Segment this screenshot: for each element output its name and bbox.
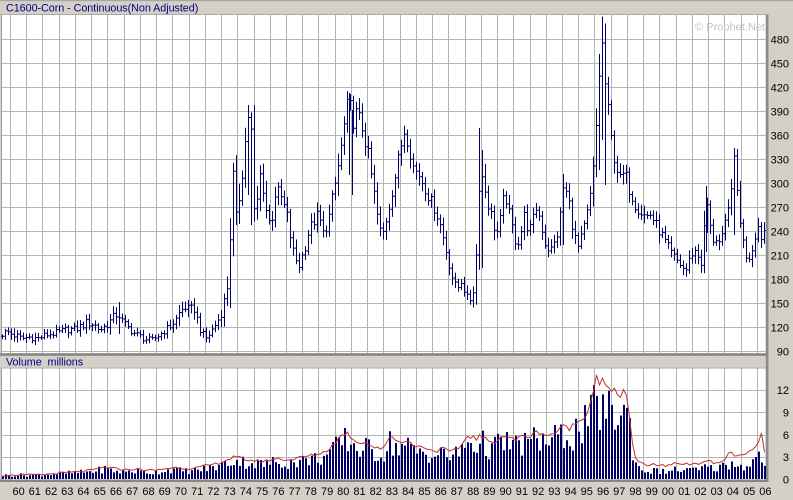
- svg-text:97: 97: [613, 486, 625, 498]
- svg-text:84: 84: [402, 486, 414, 498]
- svg-text:96: 96: [597, 486, 609, 498]
- svg-text:00: 00: [662, 486, 674, 498]
- svg-text:9: 9: [783, 407, 789, 419]
- svg-text:68: 68: [142, 486, 154, 498]
- svg-text:330: 330: [771, 155, 789, 167]
- svg-text:12: 12: [777, 385, 789, 397]
- svg-text:69: 69: [159, 486, 171, 498]
- svg-text:82: 82: [370, 486, 382, 498]
- svg-text:90: 90: [777, 347, 789, 359]
- svg-text:6: 6: [783, 430, 789, 442]
- svg-text:61: 61: [29, 486, 41, 498]
- svg-text:67: 67: [126, 486, 138, 498]
- svg-text:420: 420: [771, 83, 789, 95]
- svg-text:02: 02: [694, 486, 706, 498]
- svg-text:78: 78: [305, 486, 317, 498]
- svg-text:300: 300: [771, 179, 789, 191]
- svg-text:390: 390: [771, 107, 789, 119]
- svg-text:01: 01: [678, 486, 690, 498]
- svg-text:94: 94: [564, 486, 576, 498]
- svg-text:75: 75: [256, 486, 268, 498]
- svg-text:62: 62: [45, 486, 57, 498]
- svg-text:© Prophet.Net: © Prophet.Net: [695, 22, 765, 34]
- svg-text:0: 0: [783, 475, 789, 487]
- svg-text:05: 05: [743, 486, 755, 498]
- svg-text:71: 71: [191, 486, 203, 498]
- svg-text:88: 88: [467, 486, 479, 498]
- svg-text:87: 87: [451, 486, 463, 498]
- svg-text:480: 480: [771, 35, 789, 47]
- svg-text:240: 240: [771, 227, 789, 239]
- svg-text:95: 95: [581, 486, 593, 498]
- svg-text:06: 06: [759, 486, 771, 498]
- svg-text:03: 03: [711, 486, 723, 498]
- svg-text:89: 89: [483, 486, 495, 498]
- svg-text:79: 79: [321, 486, 333, 498]
- svg-text:92: 92: [532, 486, 544, 498]
- svg-text:150: 150: [771, 299, 789, 311]
- svg-text:180: 180: [771, 275, 789, 287]
- svg-text:63: 63: [61, 486, 73, 498]
- svg-text:210: 210: [771, 251, 789, 263]
- svg-text:120: 120: [771, 323, 789, 335]
- svg-text:70: 70: [175, 486, 187, 498]
- svg-text:73: 73: [224, 486, 236, 498]
- svg-text:72: 72: [207, 486, 219, 498]
- svg-text:360: 360: [771, 131, 789, 143]
- svg-text:64: 64: [77, 486, 89, 498]
- svg-text:66: 66: [110, 486, 122, 498]
- svg-text:90: 90: [499, 486, 511, 498]
- svg-text:83: 83: [386, 486, 398, 498]
- svg-text:60: 60: [12, 486, 24, 498]
- svg-text:76: 76: [272, 486, 284, 498]
- svg-text:04: 04: [727, 486, 739, 498]
- svg-text:3: 3: [783, 452, 789, 464]
- svg-text:77: 77: [288, 486, 300, 498]
- svg-text:99: 99: [646, 486, 658, 498]
- svg-text:C1600-Corn - Continuous(Non Ad: C1600-Corn - Continuous(Non Adjusted): [6, 3, 198, 15]
- svg-text:86: 86: [435, 486, 447, 498]
- svg-text:93: 93: [548, 486, 560, 498]
- svg-text:98: 98: [629, 486, 641, 498]
- svg-text:91: 91: [516, 486, 528, 498]
- svg-text:80: 80: [337, 486, 349, 498]
- svg-text:74: 74: [240, 486, 252, 498]
- svg-text:85: 85: [418, 486, 430, 498]
- svg-text:65: 65: [94, 486, 106, 498]
- svg-text:270: 270: [771, 203, 789, 215]
- svg-text:450: 450: [771, 59, 789, 71]
- svg-text:Volume millions: Volume millions: [6, 357, 84, 369]
- svg-text:81: 81: [353, 486, 365, 498]
